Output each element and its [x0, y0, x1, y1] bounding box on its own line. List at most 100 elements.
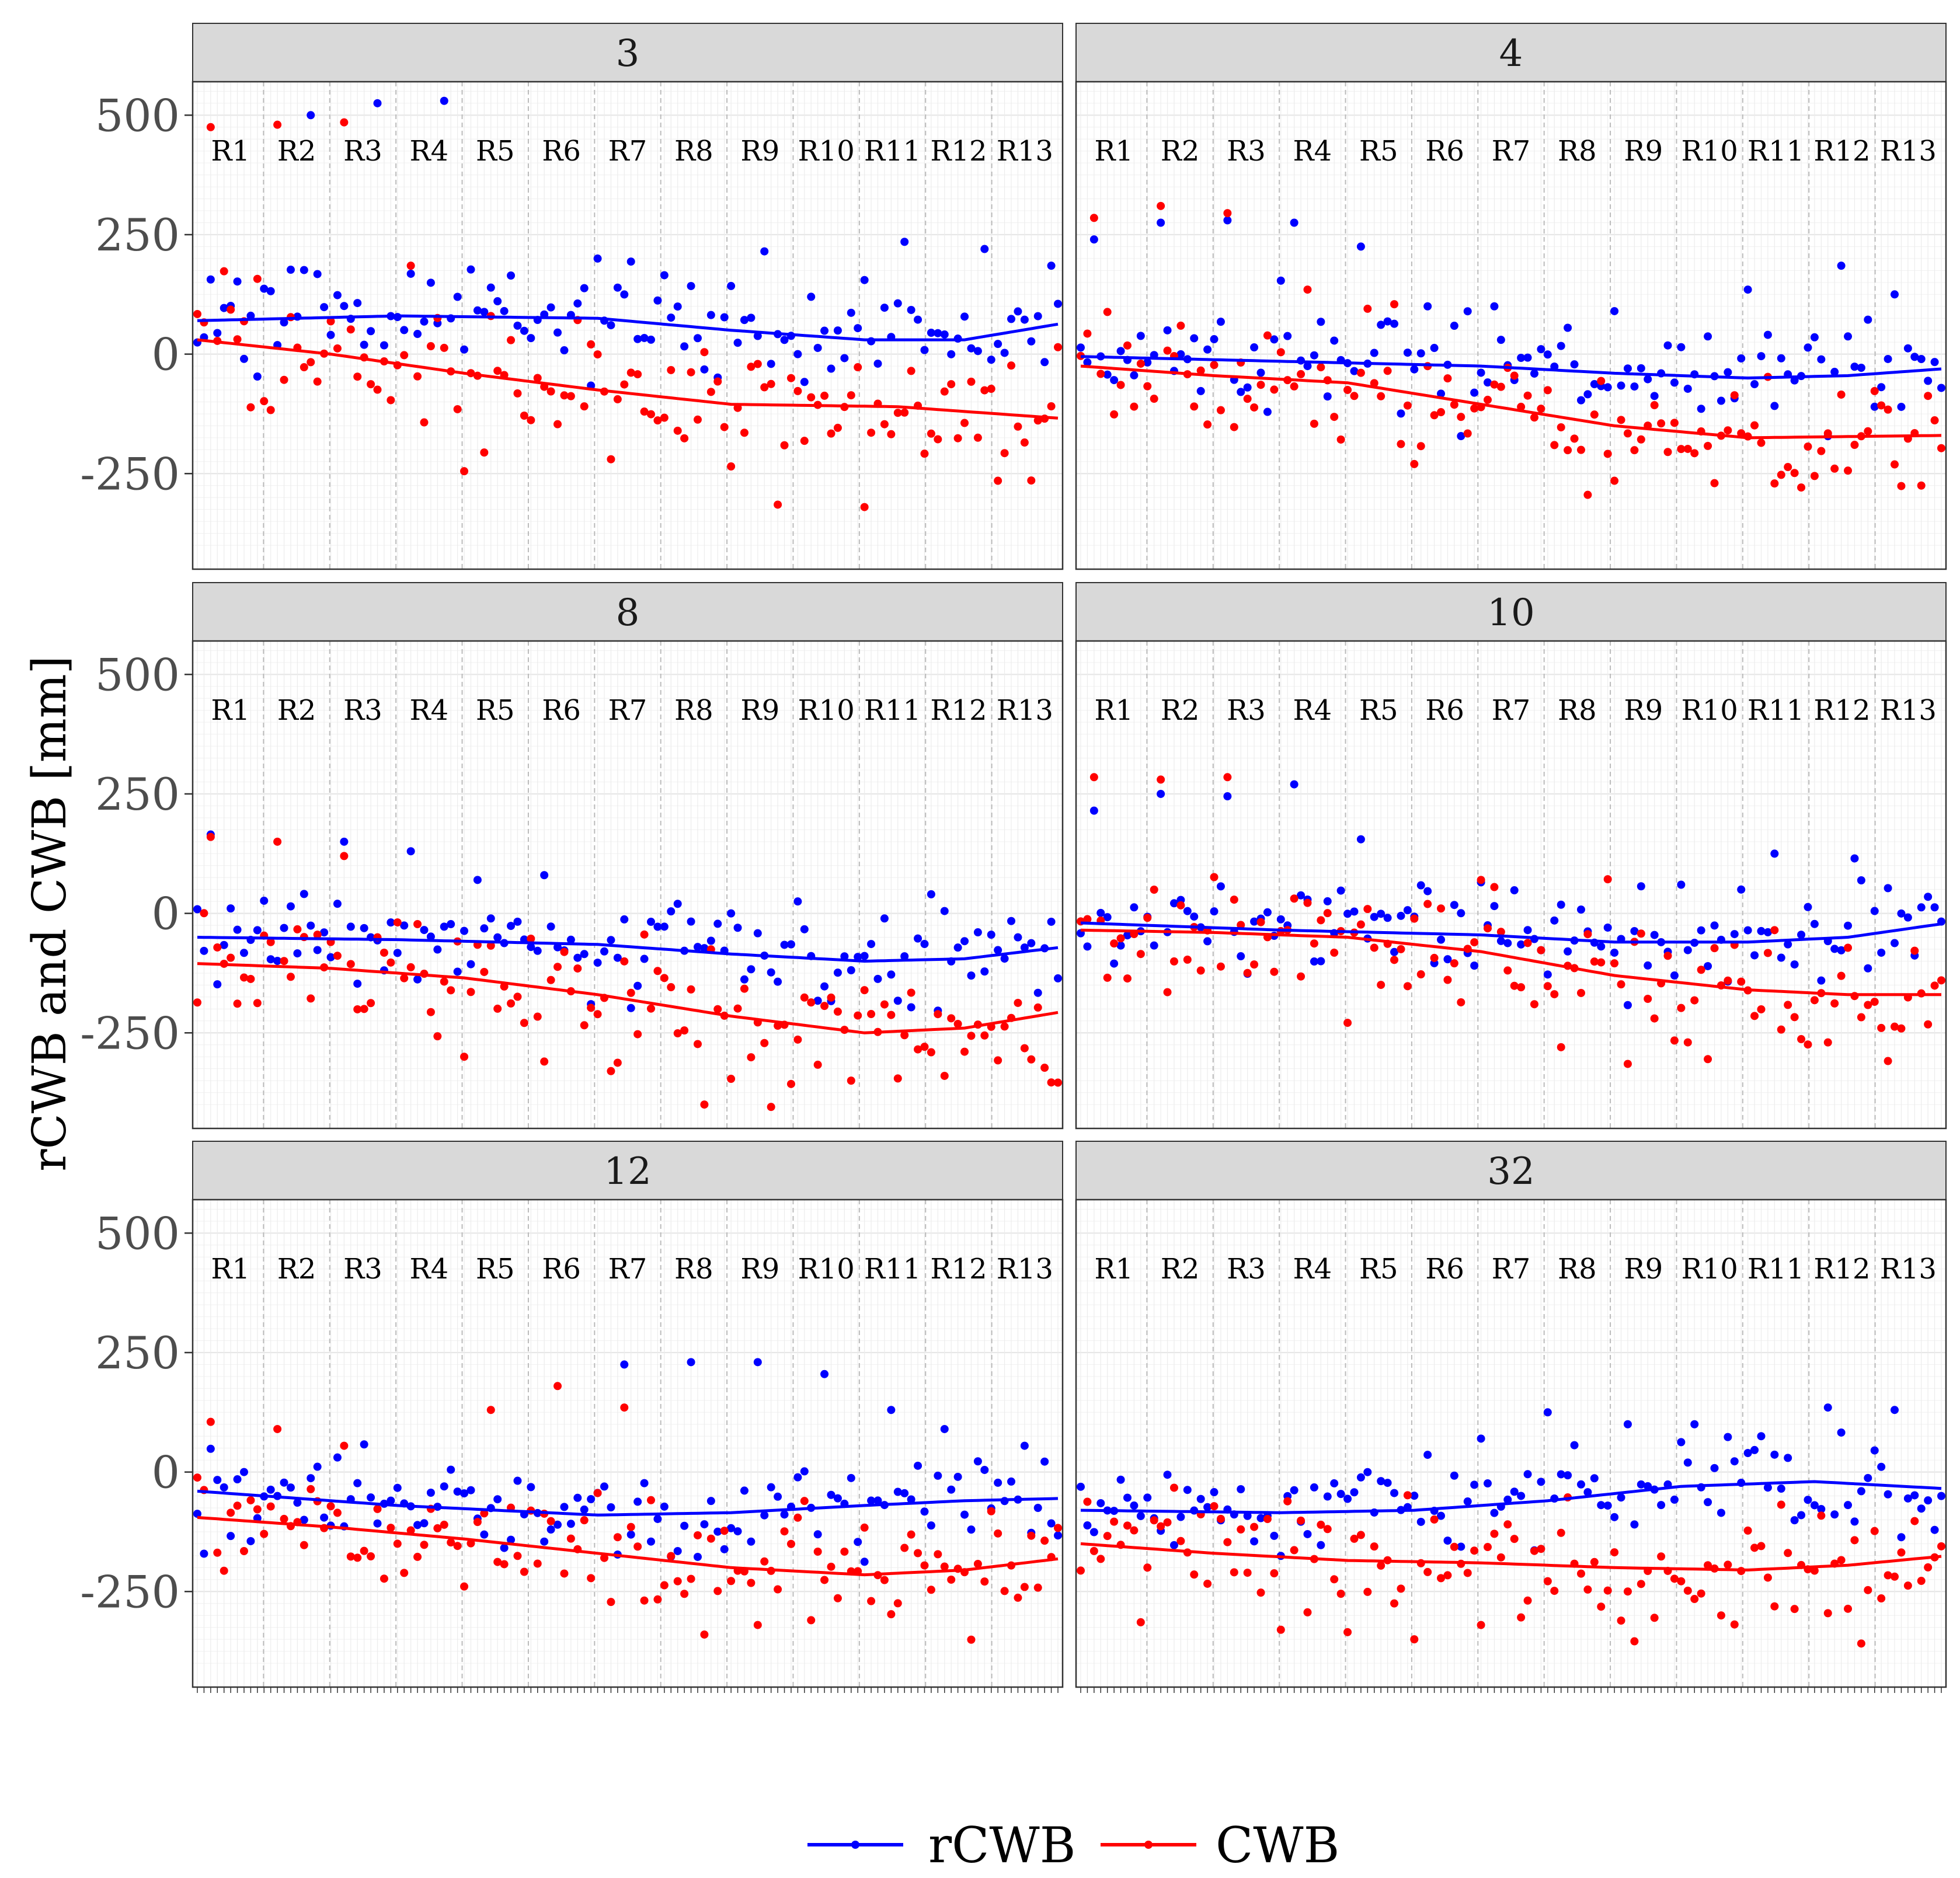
point-CWB [1910, 946, 1919, 955]
point-rCWB [1136, 1511, 1145, 1520]
point-rCWB [1216, 318, 1225, 326]
point-CWB [960, 419, 969, 427]
point-rCWB [780, 940, 789, 949]
point-CWB [1290, 1546, 1298, 1555]
point-CWB [367, 380, 375, 389]
point-CWB [393, 1539, 402, 1548]
point-CWB [367, 999, 375, 1008]
point-CWB [633, 370, 642, 379]
point-rCWB [740, 975, 749, 984]
point-CWB [893, 409, 902, 417]
point-rCWB [1457, 909, 1465, 918]
point-rCWB [1054, 1531, 1062, 1540]
point-CWB [433, 1032, 442, 1041]
point-CWB [593, 1010, 602, 1019]
point-rCWB [293, 949, 302, 958]
region-label-R10: R10 [1682, 1253, 1738, 1285]
point-rCWB [1804, 903, 1812, 911]
point-rCWB [1007, 917, 1016, 925]
point-CWB [1557, 423, 1565, 431]
point-CWB [720, 423, 729, 431]
point-CWB [1390, 1599, 1399, 1608]
point-CWB [1657, 419, 1666, 428]
point-rCWB [1484, 378, 1492, 387]
point-CWB [1270, 1569, 1279, 1578]
region-label-R1: R1 [1094, 1253, 1133, 1285]
point-CWB [1216, 962, 1225, 971]
point-rCWB [1430, 344, 1439, 353]
point-CWB [1383, 367, 1392, 375]
point-CWB [387, 958, 395, 967]
point-CWB [980, 386, 989, 395]
point-rCWB [566, 1520, 575, 1528]
point-rCWB [1350, 907, 1359, 916]
point-CWB [460, 1582, 469, 1591]
point-rCWB [1743, 285, 1752, 294]
point-rCWB [1243, 383, 1252, 392]
point-rCWB [1650, 392, 1659, 400]
point-CWB [1777, 471, 1785, 479]
point-CWB [793, 1035, 802, 1044]
region-label-R10: R10 [1682, 135, 1738, 168]
point-CWB [860, 986, 869, 995]
point-rCWB [733, 339, 742, 347]
point-rCWB [1750, 380, 1759, 389]
point-rCWB [1670, 1495, 1679, 1504]
point-CWB [900, 1543, 909, 1552]
point-rCWB [1130, 371, 1139, 379]
point-CWB [833, 1007, 842, 1016]
point-CWB [1377, 981, 1385, 989]
region-label-R13: R13 [997, 135, 1053, 168]
point-CWB [774, 1585, 782, 1594]
point-rCWB [360, 924, 368, 932]
point-CWB [1810, 1566, 1819, 1575]
point-rCWB [426, 932, 435, 941]
point-CWB [1496, 382, 1505, 391]
point-CWB [1870, 1527, 1879, 1535]
point-CWB [800, 437, 809, 445]
point-rCWB [1610, 306, 1619, 315]
point-CWB [786, 374, 795, 382]
y-tick-label: 0 [152, 1447, 180, 1499]
point-CWB [1416, 970, 1425, 979]
point-CWB [934, 435, 942, 444]
point-rCWB [613, 953, 622, 962]
point-rCWB [1650, 931, 1659, 939]
point-rCWB [1250, 1537, 1259, 1546]
point-rCWB [333, 291, 342, 299]
point-CWB [900, 1031, 909, 1040]
point-CWB [1323, 909, 1332, 918]
point-rCWB [1710, 1464, 1719, 1472]
point-rCWB [320, 303, 329, 312]
point-CWB [880, 1576, 889, 1584]
point-rCWB [1290, 1486, 1298, 1494]
region-label-R12: R12 [930, 694, 987, 727]
point-CWB [953, 434, 962, 443]
panel-4: 4 R1 R2 R3 R4 R5 R6 R7 R8 R9 R10 R11 R12 R13 [1075, 23, 1947, 570]
point-CWB [1683, 444, 1692, 453]
point-rCWB [1110, 376, 1119, 385]
point-rCWB [687, 917, 695, 926]
point-CWB [527, 416, 535, 424]
region-label-R3: R3 [1227, 135, 1266, 168]
point-rCWB [460, 926, 469, 935]
point-rCWB [1303, 362, 1312, 371]
point-rCWB [1089, 1528, 1098, 1536]
point-rCWB [453, 292, 462, 301]
point-CWB [1223, 209, 1232, 218]
point-rCWB [706, 1497, 715, 1506]
point-CWB [326, 1502, 335, 1511]
point-CWB [1770, 926, 1779, 935]
point-rCWB [1817, 1505, 1826, 1514]
point-rCWB [253, 372, 262, 381]
point-CWB [1924, 392, 1933, 400]
point-rCWB [967, 344, 976, 353]
point-rCWB [827, 1490, 835, 1499]
point-rCWB [286, 266, 295, 274]
point-CWB [1517, 983, 1526, 992]
point-rCWB [953, 1472, 962, 1481]
point-rCWB [960, 312, 969, 321]
point-CWB [700, 1100, 709, 1109]
point-rCWB [513, 321, 522, 330]
region-label-R2: R2 [277, 135, 316, 168]
